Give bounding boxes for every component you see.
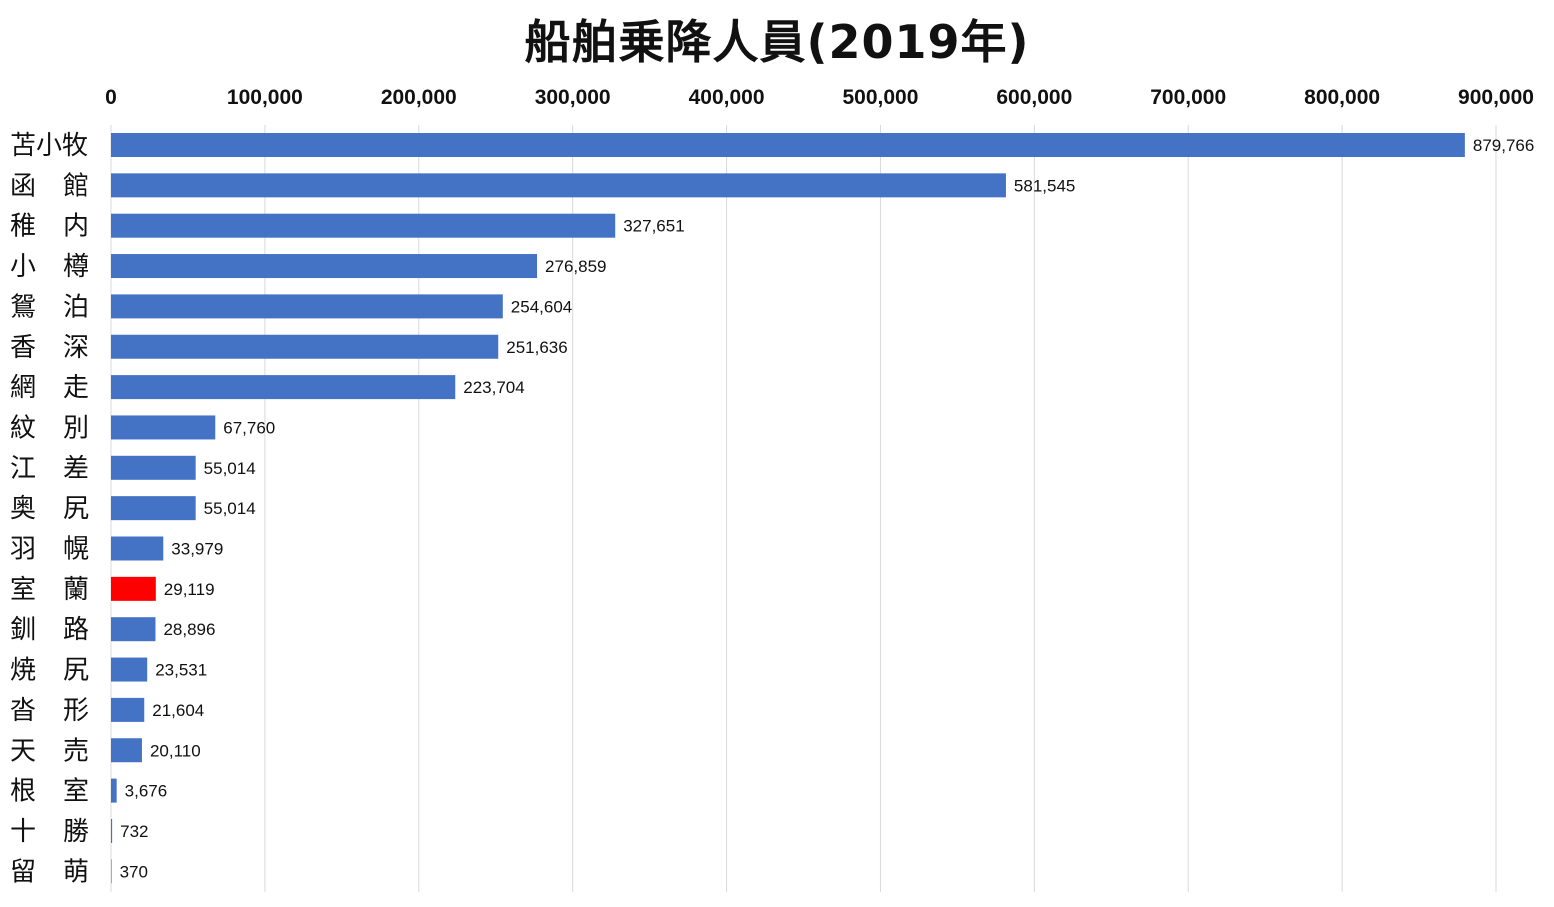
data-label: 327,651 — [623, 217, 684, 236]
bar — [111, 818, 113, 843]
data-label: 29,119 — [164, 580, 215, 599]
x-tick-label: 800,000 — [1304, 86, 1380, 109]
data-label: 28,896 — [163, 620, 215, 639]
data-label: 55,014 — [204, 499, 256, 518]
data-label: 879,766 — [1473, 136, 1534, 155]
bar — [111, 455, 196, 480]
gridlines — [110, 125, 1497, 892]
bar — [111, 294, 503, 319]
data-labels: 879,766 581,545 327,651 276,859 254,604 251,6… — [120, 136, 1535, 881]
bar — [111, 334, 499, 359]
category-labels: 苫小牧函 館稚 内小 樽鴛 泊香 深網 走紋 別江 差奥 尻羽 幌室 蘭釧 路焼 尻沓 形天 売根 室十 勝留萌 — [10, 131, 89, 887]
data-label: 33,979 — [171, 540, 223, 559]
data-label: 370 — [120, 862, 148, 881]
bar — [111, 415, 216, 440]
category-label: 苫小牧 — [10, 131, 88, 161]
category-label: 紋別 — [10, 413, 89, 443]
x-tick-label: 500,000 — [842, 86, 918, 109]
data-label: 276,859 — [545, 257, 606, 276]
bar — [111, 778, 117, 803]
bars — [111, 133, 1465, 884]
data-label: 20,110 — [150, 741, 201, 760]
data-label: 55,014 — [204, 459, 256, 478]
data-label: 581,545 — [1014, 176, 1075, 195]
x-tick-label: 0 — [105, 86, 117, 109]
category-label: 留萌 — [10, 857, 89, 887]
bar — [111, 738, 142, 763]
x-tick-label: 200,000 — [381, 86, 457, 109]
data-label: 67,760 — [223, 418, 275, 437]
bar — [111, 859, 112, 884]
x-tick-label: 100,000 — [227, 86, 303, 109]
x-axis-ticks: 0 100,000 200,000 300,000 400,000 500,000 600,… — [105, 86, 1534, 109]
bar — [111, 375, 456, 400]
x-tick-label: 900,000 — [1458, 86, 1534, 109]
data-label: 732 — [120, 822, 148, 841]
category-label: 根室 — [10, 777, 89, 807]
x-tick-label: 700,000 — [1150, 86, 1226, 109]
data-label: 21,604 — [152, 701, 204, 720]
x-tick-label: 300,000 — [535, 86, 611, 109]
bar — [111, 213, 616, 238]
chart-title: 船舶乗降人員(2019年) — [524, 15, 1030, 69]
category-label: 香深 — [10, 333, 89, 363]
bar — [111, 697, 145, 722]
bar — [111, 657, 148, 682]
data-label: 3,676 — [125, 782, 168, 801]
bar — [111, 617, 156, 642]
data-label: 251,636 — [506, 338, 567, 357]
category-label: 室蘭 — [10, 575, 89, 605]
category-label: 鴛泊 — [10, 292, 89, 322]
data-label: 223,704 — [463, 378, 524, 397]
category-label: 焼尻 — [10, 656, 89, 686]
data-label: 254,604 — [511, 297, 572, 316]
category-label: 函館 — [10, 171, 89, 201]
category-label: 沓形 — [10, 696, 89, 726]
category-label: 天売 — [10, 736, 89, 766]
category-label: 奥尻 — [10, 494, 89, 524]
x-tick-label: 400,000 — [689, 86, 765, 109]
category-label: 十勝 — [10, 817, 89, 847]
category-label: 稚内 — [10, 212, 89, 242]
category-label: 網走 — [10, 373, 89, 403]
bar — [111, 133, 1465, 157]
bar — [111, 496, 196, 521]
data-label: 23,531 — [155, 661, 207, 680]
category-label: 釧路 — [10, 615, 89, 645]
bar — [111, 536, 164, 561]
x-tick-label: 600,000 — [996, 86, 1072, 109]
category-label: 江差 — [10, 454, 89, 484]
bar — [111, 173, 1006, 198]
category-label: 羽幌 — [10, 535, 89, 565]
category-label: 小樽 — [10, 252, 89, 282]
bar — [111, 254, 538, 279]
bar — [111, 576, 156, 601]
